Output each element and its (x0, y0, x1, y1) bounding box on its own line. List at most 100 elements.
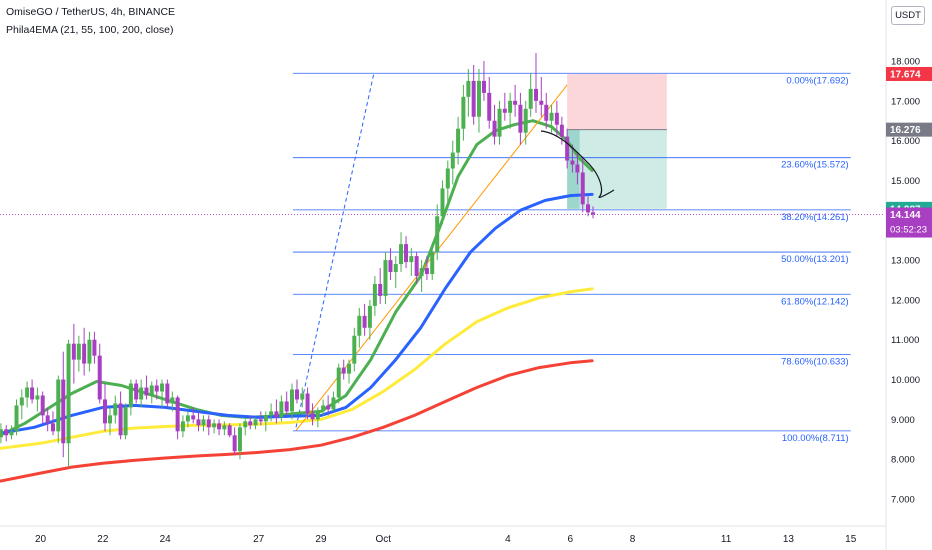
price-tick-label: 10.000 (891, 375, 920, 386)
candle-body (497, 108, 502, 137)
price-tick-label: 16.000 (891, 136, 920, 147)
candle-body (487, 92, 492, 121)
dashed-trendline (295, 72, 375, 428)
price-tick-label: 15.000 (891, 176, 920, 187)
candle-body (492, 120, 497, 137)
candle-body (341, 367, 346, 374)
candle-body (362, 315, 367, 328)
candle-body (372, 283, 377, 306)
time-tick-label: 24 (160, 534, 172, 545)
candle-body (76, 343, 81, 360)
candle-body (56, 379, 61, 432)
candle-body (139, 387, 144, 400)
candle-body (580, 172, 585, 205)
candle-body (513, 100, 518, 105)
candle-body (175, 397, 180, 432)
candle-body (305, 393, 310, 414)
fib-level-label: 100.00%(8.711) (782, 433, 849, 444)
candle-body (300, 393, 305, 400)
candle-body (388, 260, 393, 273)
fib-level-label: 50.00%(13.201) (781, 254, 849, 265)
candle-body (9, 431, 14, 436)
candle-body (435, 216, 440, 253)
candle-body (212, 423, 217, 428)
candle-body (310, 413, 315, 420)
price-tick-label: 7.000 (891, 495, 915, 506)
candle-body (66, 343, 71, 444)
candle-body (440, 188, 445, 217)
candle-body (258, 419, 263, 422)
price-label-text: 17.674 (890, 69, 921, 80)
candle-body (82, 343, 87, 364)
candle-body (331, 397, 336, 410)
candle-body (25, 387, 30, 398)
fib-level-label: 78.60%(10.633) (781, 356, 849, 367)
candle-body (113, 403, 118, 416)
time-tick-label: 22 (97, 534, 109, 545)
candle-body (559, 124, 564, 137)
countdown-text: 03:52:23 (890, 225, 927, 236)
candle-body (315, 411, 320, 420)
candle-body (154, 385, 159, 392)
candle-body (591, 212, 596, 215)
candle-body (243, 421, 248, 428)
candle-body (30, 387, 35, 400)
candle-body (321, 405, 326, 412)
fib-level-label: 0.00%(17.692) (786, 75, 848, 86)
candle-body (414, 256, 419, 277)
price-tick-label: 13.000 (891, 256, 920, 267)
candle-body (128, 383, 133, 408)
candle-body (404, 244, 409, 263)
candle-body (549, 112, 554, 121)
price-label-tag (886, 122, 932, 137)
candle-body (544, 104, 549, 121)
candle-body (92, 339, 97, 356)
candle-body (326, 405, 331, 410)
candle-body (222, 425, 227, 430)
price-tick-label: 9.000 (891, 415, 915, 426)
candle-body (61, 379, 66, 444)
candle-body (118, 403, 123, 436)
candle-body (518, 104, 523, 133)
candle-body (165, 383, 170, 404)
time-tick-label: 6 (567, 534, 573, 545)
indicator-title[interactable]: Phila4EMA (21, 55, 100, 200, close) (6, 24, 174, 36)
candle-body (383, 260, 388, 296)
candle-body (19, 397, 24, 406)
ema-21-line (0, 119, 594, 437)
candle-body (419, 268, 424, 277)
candle-body (399, 244, 404, 265)
candle-body (206, 419, 211, 428)
candle-body (217, 423, 222, 430)
candle-body (232, 435, 237, 452)
fib-level-label: 23.60%(15.572) (781, 160, 849, 171)
candle-body (471, 80, 476, 117)
time-tick-label: 29 (315, 534, 327, 545)
candle-body (539, 100, 544, 105)
candle-body (237, 427, 242, 452)
candle-body (352, 335, 357, 364)
candle-body (575, 164, 580, 173)
time-tick-label: 13 (783, 534, 795, 545)
candle-body (149, 385, 154, 396)
candle-body (554, 112, 559, 125)
price-tick-label: 11.000 (891, 335, 919, 346)
candle-body (466, 80, 471, 97)
candle-body (191, 415, 196, 420)
candle-body (570, 160, 575, 165)
price-tick-label: 17.000 (891, 96, 920, 107)
plot-area: 0.00%(17.692) 23.60%(15.572) 38.20%(14.261… (0, 53, 885, 483)
price-tick-label: 12.000 (891, 295, 920, 306)
time-axis: 20 22 24 27 29 Oct 4 6 8 11 13 15 (35, 534, 857, 545)
candle-body (481, 80, 486, 93)
candle-body (263, 415, 268, 422)
candle-body (108, 415, 113, 424)
candle-body (180, 421, 185, 432)
candle-body (393, 264, 398, 273)
fib-level-label: 38.20%(14.261) (781, 212, 849, 223)
symbol-title[interactable]: OmiseGO / TetherUS, 4h, BINANCE (6, 6, 176, 18)
price-label-text: 16.276 (890, 125, 921, 136)
currency-button[interactable]: USDT (891, 6, 925, 25)
time-tick-label: Oct (376, 534, 392, 545)
